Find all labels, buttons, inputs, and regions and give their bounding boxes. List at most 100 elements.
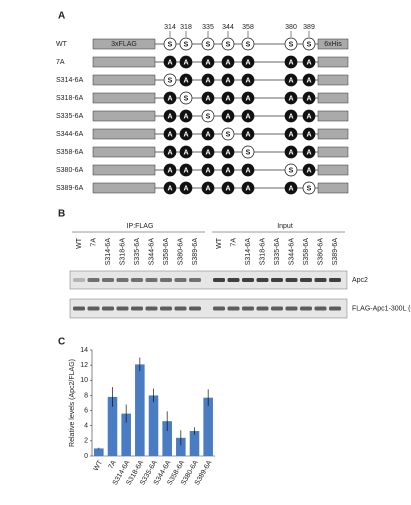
lane-label: S314-6A: [245, 238, 252, 266]
band: [102, 306, 114, 311]
site-residue: A: [225, 59, 230, 66]
site-circle: [241, 109, 255, 123]
blot: [69, 298, 348, 319]
his-box: [317, 74, 349, 86]
band: [116, 278, 129, 282]
lane-label: S358-6A: [163, 238, 170, 266]
box-label: 6xHis: [324, 41, 342, 48]
his-box: [317, 56, 349, 68]
site-residue: S: [307, 185, 312, 192]
flag-box: [92, 74, 156, 86]
blot-header: IP:FLAG: [127, 223, 154, 230]
site-circle: [221, 163, 235, 177]
blot-header: Input: [277, 223, 293, 230]
flag-box: [92, 164, 156, 176]
site-circle: [179, 181, 193, 195]
y-tick-label: 0: [84, 453, 88, 460]
site-residue: S: [289, 167, 294, 174]
site-circle: [284, 145, 298, 159]
site-residue: A: [288, 95, 293, 102]
site-circle: [221, 55, 235, 69]
site-circle: [201, 109, 215, 123]
flag-box: [92, 182, 156, 194]
site-circle: [163, 55, 177, 69]
site-residue: A: [167, 149, 172, 156]
site-circle: [221, 181, 235, 195]
y-axis-label: Relative levels (Apc2/FLAG): [69, 359, 76, 447]
site-residue: A: [205, 59, 210, 66]
site-residue: A: [245, 167, 250, 174]
flag-box: [92, 92, 156, 104]
site-residue: A: [205, 95, 210, 102]
site-circle: [241, 145, 255, 159]
site-residue: A: [245, 131, 250, 138]
site-circle: [163, 91, 177, 105]
panel-label: B: [58, 209, 65, 220]
y-tick-label: 4: [84, 423, 88, 430]
his-box: [317, 146, 349, 158]
site-circle: [201, 73, 215, 87]
band: [314, 278, 327, 282]
site-circle: [221, 73, 235, 87]
site-circle: [163, 145, 177, 159]
row-label: S380-6A: [56, 167, 84, 174]
site-circle: [221, 109, 235, 123]
site-residue: A: [288, 59, 293, 66]
site-circle: [163, 73, 177, 87]
bar: [94, 448, 104, 456]
band: [227, 306, 240, 311]
site-residue: S: [246, 149, 251, 156]
site-residue: A: [288, 131, 293, 138]
site-circle: [201, 181, 215, 195]
site-residue: A: [205, 185, 210, 192]
band: [174, 306, 187, 311]
his-box: [317, 92, 349, 104]
site-circle: [201, 91, 215, 105]
site-residue: A: [225, 95, 230, 102]
site-residue: A: [225, 113, 230, 120]
row-label: S389-6A: [56, 185, 84, 192]
site-number: 389: [303, 24, 315, 31]
site-circle: [241, 73, 255, 87]
site-circle: [163, 127, 177, 141]
site-residue: A: [167, 59, 172, 66]
lane-label: S344-6A: [148, 238, 155, 266]
site-circle: [302, 181, 316, 195]
site-circle: [284, 127, 298, 141]
band: [242, 278, 254, 282]
site-circle: [179, 55, 193, 69]
site-residue: A: [183, 131, 188, 138]
band: [314, 306, 327, 311]
lane-label: WT: [76, 237, 83, 249]
site-residue: A: [306, 59, 311, 66]
site-residue: A: [167, 131, 172, 138]
site-residue: A: [245, 59, 250, 66]
flag-box: [92, 128, 156, 140]
flag-box: [92, 56, 156, 68]
y-tick-label: 14: [80, 347, 88, 354]
site-circle: [284, 109, 298, 123]
band: [73, 278, 85, 282]
site-residue: S: [184, 95, 189, 102]
bar: [189, 431, 200, 456]
y-tick-label: 6: [84, 407, 88, 414]
flag-box: [92, 38, 156, 50]
site-residue: S: [226, 41, 231, 48]
site-residue: S: [184, 41, 189, 48]
site-residue: A: [183, 113, 188, 120]
site-circle: [221, 91, 235, 105]
y-tick-label: 2: [84, 438, 88, 445]
lane-label: S335-6A: [134, 238, 141, 266]
band: [271, 306, 283, 311]
band: [329, 278, 341, 282]
his-box: [317, 38, 349, 50]
site-residue: A: [167, 113, 172, 120]
site-residue: A: [167, 95, 172, 102]
site-circle: [201, 145, 215, 159]
band: [256, 278, 269, 282]
band: [116, 306, 129, 311]
site-residue: A: [245, 77, 250, 84]
site-circle: [302, 127, 316, 141]
band: [285, 278, 298, 282]
